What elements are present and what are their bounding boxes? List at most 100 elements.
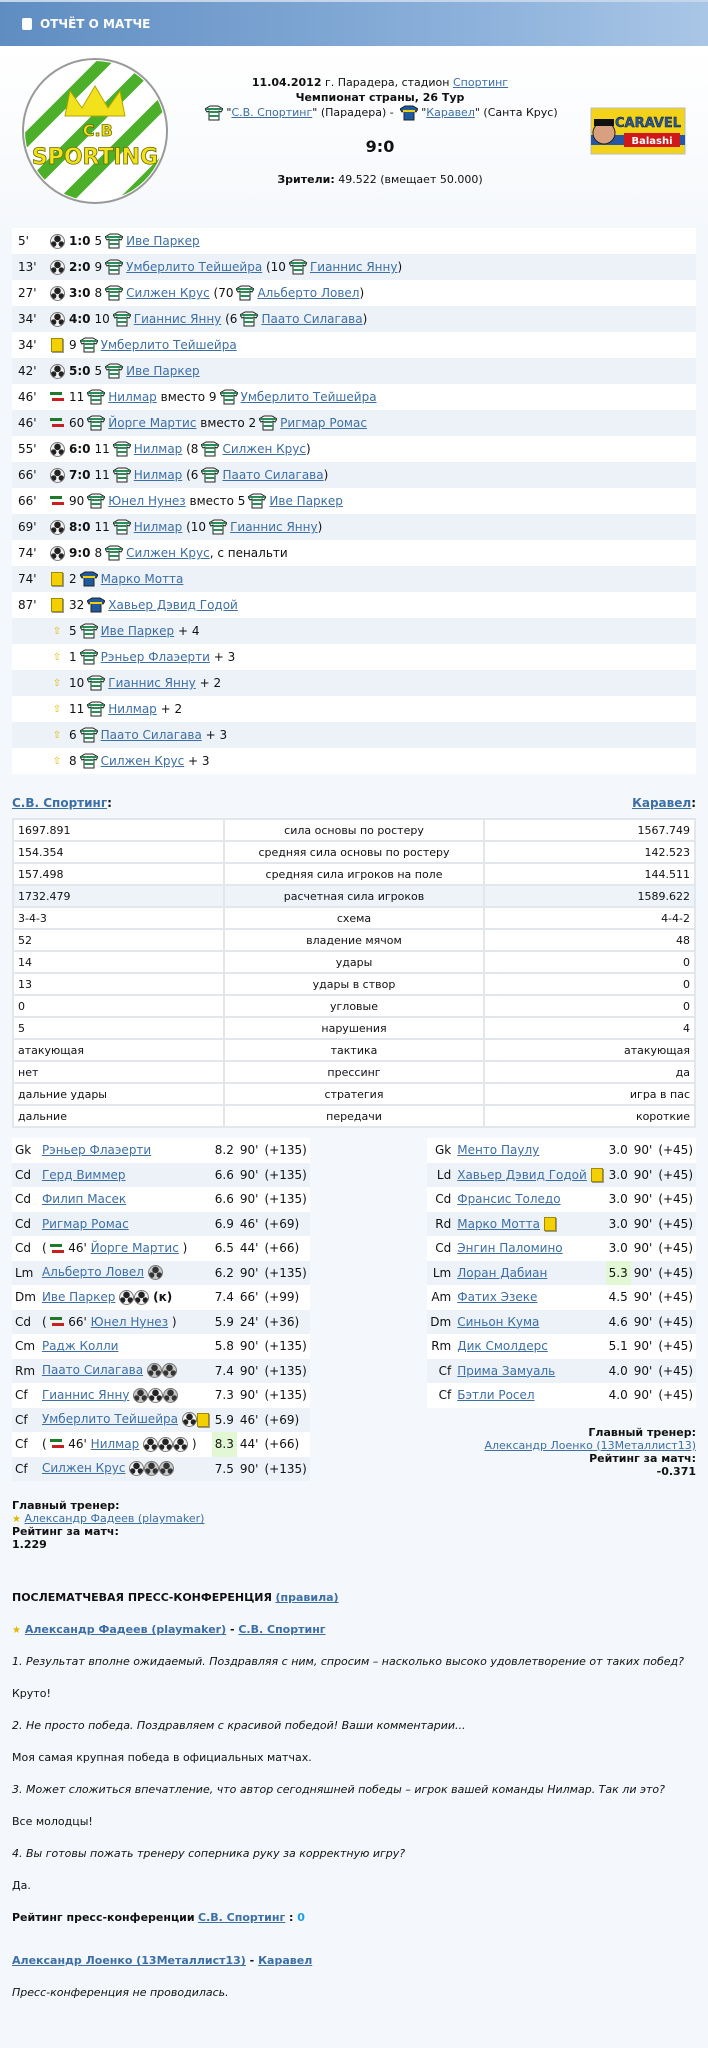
player-rating: 6.2 <box>214 1265 234 1280</box>
separator: - <box>245 1954 259 1967</box>
press-rating-team-link[interactable]: С.В. Спортинг <box>198 1911 286 1924</box>
stats-row: 0 угловые 0 <box>11 994 697 1018</box>
sub-minute: 66' <box>68 1314 87 1329</box>
player-link[interactable]: Гианнис Янну <box>230 520 318 534</box>
player-link[interactable]: Умберлито Тейшейра <box>240 390 377 404</box>
player-link[interactable]: Филип Масек <box>41 1192 127 1207</box>
home-value: дальние <box>11 1104 226 1128</box>
player-link[interactable]: Франсис Толедо <box>457 1192 561 1207</box>
stat-label: средняя сила основы по ростеру <box>223 840 485 864</box>
press-home-team-link[interactable]: С.В. Спортинг <box>238 1623 326 1636</box>
player-link[interactable]: Силжен Крус <box>222 442 306 456</box>
stats-row: 5 нарушения 4 <box>11 1016 697 1040</box>
player-link[interactable]: Юнел Нунез <box>108 494 186 508</box>
player-link[interactable]: Иве Паркер <box>100 624 175 638</box>
player-link[interactable]: Иве Паркер <box>269 494 343 508</box>
player-link[interactable]: Йорге Мартис <box>108 416 197 430</box>
ball-icon <box>143 1436 159 1452</box>
away-team-link[interactable]: Каравел <box>426 106 475 119</box>
press-home-coach-link[interactable]: Александр Фадеев (playmaker) <box>24 1623 227 1636</box>
player-link[interactable]: Паато Силагава <box>222 468 324 482</box>
player-link[interactable]: Умберлито Тейшейра <box>100 338 237 352</box>
press-away-team-link[interactable]: Каравел <box>258 1954 313 1967</box>
home-shirt-icon <box>200 441 221 457</box>
press-rating-label: Рейтинг пресс-конференции <box>12 1911 195 1924</box>
player-number: 2 <box>69 572 77 586</box>
event-minute: 74' <box>18 572 37 586</box>
player-link[interactable]: Силжен Крус <box>41 1461 126 1476</box>
player-link[interactable]: Рэньер Флаэерти <box>100 650 210 664</box>
player-link[interactable]: Умберлито Тейшейра <box>126 260 263 274</box>
player-link[interactable]: Радж Колли <box>41 1339 119 1354</box>
player-link[interactable]: Иве Паркер <box>126 364 200 378</box>
player-link[interactable]: Ригмар Ромас <box>41 1216 129 1231</box>
event-row: 87' 32 Хавьер Дэвид Годой <box>12 592 696 618</box>
home-value: дальние удары <box>11 1082 226 1106</box>
player-link[interactable]: Иве Паркер <box>41 1289 116 1304</box>
player-link[interactable]: Нилмар <box>133 520 183 534</box>
player-number: 9 <box>94 260 103 274</box>
player-link[interactable]: Бэтли Росел <box>457 1388 535 1403</box>
player-link[interactable]: Юнел Нунез <box>90 1314 169 1329</box>
player-link[interactable]: Паато Силагава <box>41 1363 144 1378</box>
player-link[interactable]: Гианнис Янну <box>309 260 398 274</box>
player-link[interactable]: Энгин Паломино <box>457 1241 563 1256</box>
stats-away-team-link[interactable]: Каравел <box>632 796 692 810</box>
player-link[interactable]: Гианнис Янну <box>108 676 196 690</box>
player-link[interactable]: Иве Паркер <box>126 234 200 248</box>
event-minute: 74' <box>18 546 37 560</box>
player-link[interactable]: Силжен Крус <box>126 286 210 300</box>
player-link[interactable]: Нилмар <box>133 442 183 456</box>
yellow-card-icon <box>51 572 63 586</box>
player-number: 11 <box>69 390 85 404</box>
rules-link[interactable]: (правила) <box>275 1591 339 1604</box>
stats-row: 1732.479 расчетная сила игроков 1589.622 <box>11 884 697 908</box>
player-link[interactable]: Альберто Ловел <box>41 1265 144 1280</box>
position: Cd <box>15 1314 31 1329</box>
report-icon <box>22 18 32 30</box>
player-link[interactable]: Рэньер Флаэерти <box>41 1143 152 1158</box>
player-link[interactable]: Йорге Мартис <box>90 1241 179 1256</box>
player-link[interactable]: Силжен Крус <box>126 546 210 560</box>
press-away-coach-link[interactable]: Александр Лоенко (13Металлист13) <box>12 1954 246 1967</box>
stats-home-team-link[interactable]: С.В. Спортинг <box>12 796 108 810</box>
player-link[interactable]: Фатих Эзеке <box>457 1290 538 1305</box>
player-link[interactable]: Паато Силагава <box>100 728 202 742</box>
minutes-played: 90' <box>239 1363 259 1378</box>
stadium-link[interactable]: Спортинг <box>452 76 509 89</box>
player-link[interactable]: Нилмар <box>133 468 183 482</box>
svg-text:CARAVEL: CARAVEL <box>615 116 681 131</box>
player-link[interactable]: Марко Мотта <box>100 572 184 586</box>
player-link[interactable]: Нилмар <box>108 390 157 404</box>
home-team-link[interactable]: С.В. Спортинг <box>231 106 313 119</box>
player-link[interactable]: Нилмар <box>108 702 157 716</box>
event-minute: 66' <box>18 494 37 508</box>
lineup-row: Ld Хавьер Дэвид Годой 3.0 90' (+45) <box>427 1162 696 1187</box>
player-link[interactable]: Хавьер Дэвид Годой <box>457 1167 587 1182</box>
player-link[interactable]: Прима Замуаль <box>457 1363 556 1378</box>
player-link[interactable]: Гианнис Янну <box>133 312 222 326</box>
player-link[interactable]: Альберто Ловел <box>257 286 360 300</box>
player-link[interactable]: Силжен Крус <box>100 754 185 768</box>
event-row: 34' 9 Умберлито Тейшейра <box>12 332 696 358</box>
player-link[interactable]: Лоран Дабиан <box>457 1265 548 1280</box>
home-shirt-icon <box>112 519 132 535</box>
player-link[interactable]: Дик Смолдерс <box>457 1339 548 1354</box>
stats-row: 13 удары в створ 0 <box>11 972 697 996</box>
substitution-icon <box>50 1243 65 1255</box>
home-coach-link[interactable]: Александр Фадеев (playmaker) <box>24 1512 205 1525</box>
player-link[interactable]: Марко Мотта <box>457 1216 540 1231</box>
player-link[interactable]: Ригмар Ромас <box>280 416 367 430</box>
player-link[interactable]: Менто Паулу <box>457 1143 540 1158</box>
player-link[interactable]: Герд Виммер <box>41 1167 126 1182</box>
player-link[interactable]: Синьон Кума <box>457 1314 540 1329</box>
away-coach-link[interactable]: Александр Лоенко (13Металлист13) <box>484 1438 696 1452</box>
player-link[interactable]: Умберлито Тейшейра <box>41 1412 178 1427</box>
minutes-played: 90' <box>239 1461 259 1476</box>
player-link[interactable]: Нилмар <box>90 1436 140 1451</box>
player-link[interactable]: Хавьер Дэвид Годой <box>108 598 238 612</box>
player-rating: 7.3 <box>214 1388 234 1403</box>
player-link[interactable]: Паато Силагава <box>261 312 363 326</box>
away-shirt-icon <box>86 597 106 613</box>
player-link[interactable]: Гианнис Янну <box>41 1387 130 1402</box>
